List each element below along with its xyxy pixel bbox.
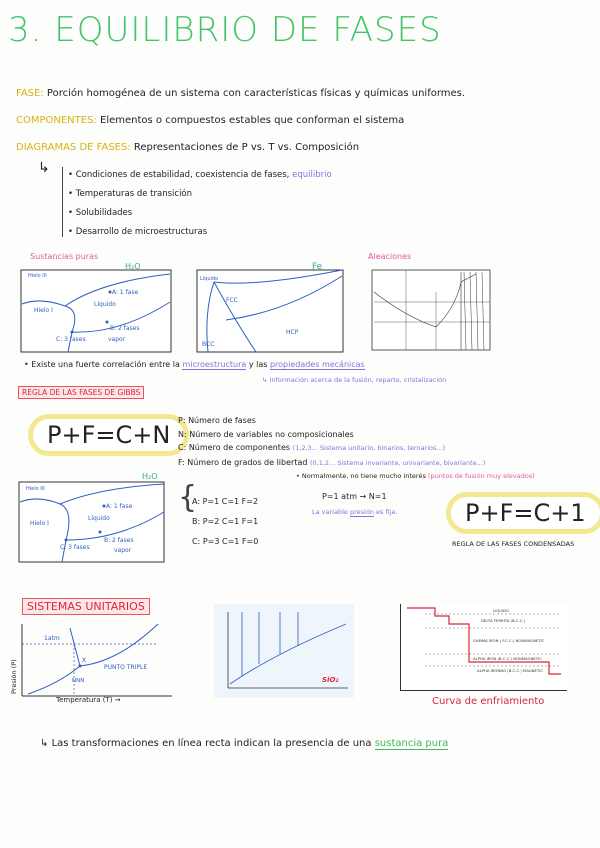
def-p: P: Número de fases — [178, 416, 256, 425]
svg-text:Hielo III: Hielo III — [26, 486, 45, 492]
svg-text:GAMMA IRON ( F.C.C.) NONMAGNET: GAMMA IRON ( F.C.C.) NONMAGNETIC — [473, 638, 545, 643]
sistemas-unitarios-label: SISTEMAS UNITARIOS — [22, 598, 150, 615]
unitary-xlabel: Temperatura (T) → — [56, 696, 121, 704]
h2o-phase-diagram: H₂O A: 1 fase Líquido Hielo I B: 2 fases… — [20, 262, 172, 353]
svg-text:HCP: HCP — [286, 329, 299, 336]
svg-text:PUNTO TRIPLE: PUNTO TRIPLE — [104, 664, 147, 671]
list-item: • Desarrollo de microestructuras — [68, 227, 208, 237]
svg-text:B: 2 fases: B: 2 fases — [110, 325, 140, 332]
gibbs-definitions: P: Número de fases N: Número de variable… — [178, 414, 485, 470]
svg-text:ALPHA IRON (B.C.C.) NONMAGNETI: ALPHA IRON (B.C.C.) NONMAGNETIC — [473, 656, 542, 661]
svg-text:Líquido: Líquido — [88, 515, 110, 522]
svg-text:BCC: BCC — [202, 341, 214, 348]
condensed-formula: P+F=C+1 — [446, 492, 600, 534]
def-c: C: Número de componentes (1,2,3... Siste… — [178, 443, 446, 452]
svg-text:NNN: NNN — [72, 678, 84, 684]
svg-text:H₂O: H₂O — [125, 262, 141, 271]
fe-phase-diagram: Fe Líquido FCC BCC HCP — [196, 262, 344, 353]
svg-text:ALPHA IRONNG (B.C.C.) MAGNETIC: ALPHA IRONNG (B.C.C.) MAGNETIC — [477, 668, 543, 673]
svg-text:vapor: vapor — [108, 336, 126, 343]
svg-text:Presión (P): Presión (P) — [10, 659, 18, 694]
svg-text:Líquido: Líquido — [200, 275, 218, 282]
list-item: • Condiciones de estabilidad, coexistenc… — [68, 170, 332, 180]
condensed-variable: La variable presión es fija. — [312, 508, 398, 517]
svg-text:B: 2 fases: B: 2 fases — [104, 537, 134, 544]
svg-text:Hielo I: Hielo I — [30, 520, 49, 527]
list-item: • Temperaturas de transición — [68, 189, 193, 199]
svg-text:X: X — [82, 657, 86, 664]
unitary-phase-diagram: 1atm X NNN PUNTO TRIPLE Presión (P) — [10, 623, 172, 697]
svg-text:1atm: 1atm — [44, 635, 60, 642]
page-title: 3. EQUILIBRIO DE FASES — [8, 10, 442, 50]
gibbs-rows: A: P=1 C=1 F=2 B: P=2 C=1 F=1 C: P=3 C=1… — [192, 497, 259, 546]
svg-text:C: 3 fases: C: 3 fases — [56, 336, 86, 343]
svg-text:Hielo III: Hielo III — [28, 273, 47, 279]
svg-text:A: 1 fase: A: 1 fase — [106, 503, 133, 510]
arrow-icon: ↳ — [38, 160, 50, 176]
footer-note: ↳ Las transformaciones en línea recta in… — [40, 738, 449, 750]
svg-text:Hielo I: Hielo I — [34, 307, 53, 314]
definition-fase: FASE: Porción homogénea de un sistema co… — [16, 88, 466, 99]
aleaciones-label: Aleaciones — [368, 252, 412, 261]
cooling-curve-label: Curva de enfriamiento — [432, 696, 545, 707]
svg-text:C: 3 fases: C: 3 fases — [60, 544, 90, 551]
gibbs-formula: P+F=C+N — [28, 414, 190, 456]
correlation-note: • Existe una fuerte correlación entre la… — [24, 360, 365, 370]
bracket-line — [62, 167, 64, 237]
list-item: • Solubilidades — [68, 208, 133, 218]
svg-text:SiO₂: SiO₂ — [322, 676, 339, 684]
brace: { — [178, 480, 198, 515]
correlation-subnote: ↳ Información acerca de la fusión, repar… — [262, 376, 447, 384]
gibbs-h2o-diagram: H₂O A: 1 fase Líquido Hielo I B: 2 fases… — [18, 472, 165, 563]
svg-text:FCC: FCC — [226, 297, 238, 304]
sustancias-label: Sustancias puras — [30, 252, 99, 261]
gibbs-label: REGLA DE LAS FASES DE GIBBS — [18, 386, 145, 399]
svg-text:H₂O: H₂O — [142, 472, 158, 481]
svg-text:Líquido: Líquido — [94, 301, 116, 308]
condensed-note: • Normalmente, no tiene mucho interés (p… — [296, 472, 535, 480]
condensed-pval: P=1 atm → N=1 — [322, 492, 387, 501]
svg-text:vapor: vapor — [114, 547, 132, 554]
cooling-curve: LIQUIDO DELTA FERRITA (B.C.C.) GAMMA IRO… — [400, 604, 567, 691]
sio2-phase-diagram: SiO₂ — [214, 604, 354, 698]
def-n: N: Número de variables no composicionale… — [178, 429, 354, 439]
svg-text:Fe: Fe — [312, 262, 323, 272]
definition-diagramas: DIAGRAMAS DE FASES: Representaciones de … — [16, 142, 360, 153]
condensed-caption: REGLA DE LAS FASES CONDENSADAS — [452, 540, 575, 548]
svg-text:DELTA FERRITA (B.C.C.): DELTA FERRITA (B.C.C.) — [481, 618, 526, 623]
def-f: F: Número de grados de libertad (0,1,2..… — [178, 457, 486, 467]
definition-componentes: COMPONENTES: Elementos o compuestos esta… — [16, 115, 405, 126]
svg-text:LIQUIDO: LIQUIDO — [493, 608, 509, 613]
svg-text:A: 1 fase: A: 1 fase — [112, 289, 139, 296]
uses-list: • Condiciones de estabilidad, coexistenc… — [68, 166, 332, 242]
alloy-phase-diagram — [371, 269, 491, 351]
